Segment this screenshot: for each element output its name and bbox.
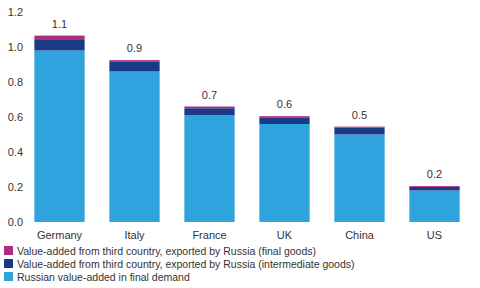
bar-segment bbox=[184, 115, 234, 222]
x-tick-label: Germany bbox=[37, 229, 83, 241]
x-tick-label: China bbox=[345, 229, 375, 241]
total-label: 0.7 bbox=[202, 89, 217, 101]
x-tick-label: Italy bbox=[124, 229, 145, 241]
legend-label: Russian value-added in final demand bbox=[17, 271, 190, 283]
bar-segment bbox=[334, 128, 384, 135]
chart: 0.0 0.2 0.4 0.6 0.8 1.0 1.2 1.1 0.9 0.7 0.6 0.5 0.2 G… bbox=[0, 0, 480, 288]
bar-segment bbox=[34, 40, 84, 51]
x-tick-label: France bbox=[192, 229, 226, 241]
total-label: 0.5 bbox=[352, 109, 367, 121]
bar-segment bbox=[184, 107, 234, 109]
legend-label: Value-added from third country, exported… bbox=[17, 245, 316, 257]
legend-label: Value-added from third country, exported… bbox=[17, 258, 355, 270]
bar-segment bbox=[34, 51, 84, 223]
bar-segment bbox=[334, 126, 384, 128]
y-tick-label: 0.2 bbox=[8, 181, 23, 193]
legend-swatch bbox=[4, 246, 13, 255]
y-tick-label: 1.2 bbox=[8, 6, 23, 18]
y-tick-label: 0.8 bbox=[8, 76, 23, 88]
bar-segment bbox=[409, 186, 459, 188]
total-label: 0.6 bbox=[277, 98, 292, 110]
bars bbox=[34, 36, 459, 222]
total-label: 1.1 bbox=[52, 18, 67, 30]
bar-segment bbox=[109, 72, 159, 223]
bar-segment bbox=[409, 187, 459, 191]
x-tick-label: UK bbox=[277, 229, 293, 241]
y-tick-label: 0.6 bbox=[8, 111, 23, 123]
bar-segment bbox=[334, 135, 384, 223]
bar-segment bbox=[259, 116, 309, 118]
total-label: 0.9 bbox=[127, 42, 142, 54]
bar-segment bbox=[184, 108, 234, 115]
total-label: 0.2 bbox=[427, 168, 442, 180]
bar-segment bbox=[34, 36, 84, 40]
bar-segment bbox=[259, 118, 309, 124]
bar-segment bbox=[259, 124, 309, 222]
y-tick-label: 0.0 bbox=[8, 216, 23, 228]
bar-segment bbox=[409, 191, 459, 223]
legend-swatch bbox=[4, 272, 13, 281]
legend-swatch bbox=[4, 259, 13, 268]
y-tick-label: 0.4 bbox=[8, 146, 23, 158]
x-tick-label: US bbox=[427, 229, 442, 241]
y-tick-label: 1.0 bbox=[8, 41, 23, 53]
bar-segment bbox=[109, 60, 159, 62]
bar-segment bbox=[109, 62, 159, 72]
